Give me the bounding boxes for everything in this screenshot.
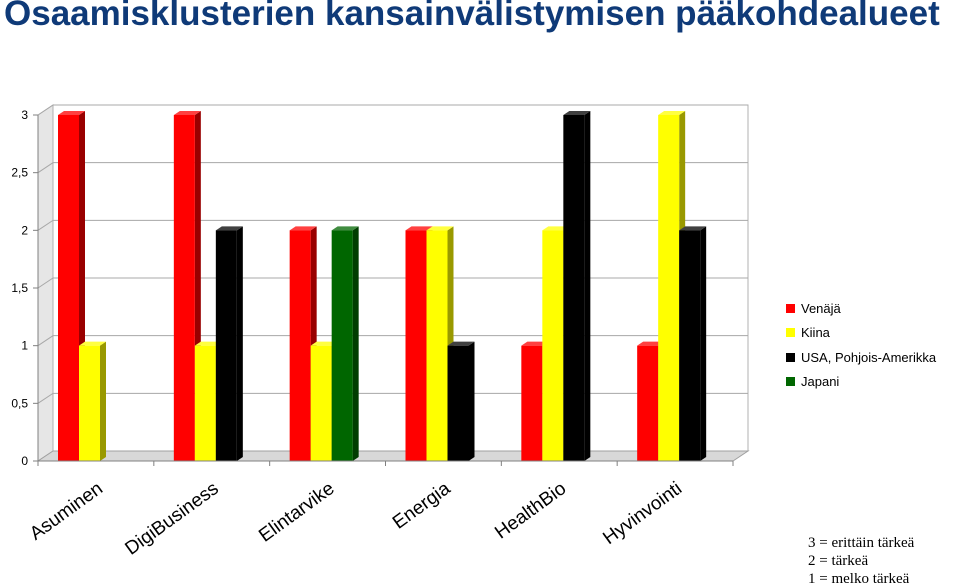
y-tick-label: 0,5 — [11, 396, 28, 410]
bar-top — [310, 341, 338, 346]
scale-note-line: 1 = melko tärkeä — [808, 571, 910, 587]
bar-front — [658, 115, 680, 461]
legend-swatch — [786, 377, 795, 387]
gridline — [37, 162, 748, 174]
bar — [79, 341, 106, 461]
gridline — [37, 219, 748, 231]
bar-top — [289, 226, 317, 231]
bar-front — [194, 345, 216, 461]
x-tick-label: Hyvinvointi — [599, 478, 686, 549]
chart-title: Osaamisklusterien kansainvälistymisen pä… — [4, 0, 940, 33]
scale-note-line: 3 = erittäin tärkeä — [808, 535, 915, 551]
bar-top — [405, 226, 433, 231]
bar-front — [310, 345, 332, 461]
bar-front — [637, 345, 659, 461]
bar-side — [352, 226, 359, 461]
bar — [563, 111, 591, 461]
bar-top — [679, 226, 707, 231]
bar-top — [637, 341, 665, 346]
y-tick-label: 2,5 — [11, 166, 28, 180]
scale-note: 3 = erittäin tärkeä 2 = tärkeä 1 = melko… — [808, 534, 914, 588]
bar-top — [658, 111, 686, 115]
legend-item-venaja: Venäjä — [786, 296, 936, 321]
bar — [679, 226, 707, 461]
bar — [215, 226, 243, 461]
bar-front — [331, 230, 353, 461]
x-tick-label: DigiBusiness — [121, 478, 222, 560]
scale-note-line: 2 = tärkeä — [808, 553, 869, 569]
y-tick-label: 3 — [21, 108, 28, 122]
bar-side — [100, 341, 106, 461]
legend-swatch — [786, 328, 795, 338]
y-tick-label: 1,5 — [11, 281, 28, 295]
y-axis: 0 0,5 1 1,5 2 2,5 3 — [11, 108, 39, 468]
bar — [447, 341, 475, 461]
gridline — [37, 335, 748, 347]
bar-front — [58, 115, 79, 461]
legend-label: Kiina — [801, 325, 830, 341]
gridline — [37, 392, 748, 404]
bar-top — [521, 341, 549, 346]
bars — [58, 111, 707, 461]
bar-side — [468, 341, 475, 461]
gridlines — [37, 104, 748, 404]
bar-front — [563, 115, 585, 461]
x-tick-label: Elintarvike — [255, 478, 338, 547]
bar-top — [79, 341, 106, 346]
bar-top — [58, 111, 85, 115]
bar-top — [215, 226, 243, 231]
legend-item-usa: USA, Pohjois-Amerikka — [786, 345, 936, 370]
bar-front — [173, 115, 195, 461]
x-tick-label: HealthBio — [491, 478, 570, 543]
bar-side — [584, 111, 591, 461]
bar-top — [331, 226, 359, 231]
bar-top — [447, 341, 475, 346]
bar-front — [679, 230, 701, 461]
bar-top — [563, 111, 591, 115]
legend-label: USA, Pohjois-Amerikka — [801, 349, 937, 365]
gridline — [37, 277, 748, 289]
y-tick-label: 2 — [21, 223, 28, 237]
y-tick-label: 1 — [21, 339, 28, 353]
legend-label: Venäjä — [801, 300, 841, 316]
legend-item-kiina: Kiina — [786, 321, 936, 346]
bar-front — [405, 230, 427, 461]
legend-swatch — [786, 303, 795, 313]
legend-item-japani: Japani — [786, 370, 936, 395]
bar-front — [447, 345, 469, 461]
bar-side — [236, 226, 243, 461]
x-axis: Asuminen DigiBusiness Elintarvike Energia He… — [26, 460, 734, 560]
bar-top — [194, 341, 222, 346]
y-tick-label: 0 — [21, 454, 28, 468]
bar-top — [542, 226, 570, 231]
bar-front — [521, 345, 543, 461]
gridline — [37, 104, 748, 116]
legend: Venäjä Kiina USA, Pohjois-Amerikka Japan… — [786, 296, 936, 394]
bar-front — [542, 230, 564, 461]
bar-top — [426, 226, 454, 231]
bar-front — [215, 230, 237, 461]
x-tick-label: Energia — [389, 478, 455, 534]
bar — [331, 226, 359, 461]
x-tick-label: Asuminen — [26, 478, 107, 545]
bar-side — [700, 226, 707, 461]
bar-front — [79, 345, 100, 461]
bar-front — [426, 230, 448, 461]
legend-swatch — [786, 352, 795, 362]
legend-label: Japani — [801, 374, 840, 390]
bar-front — [289, 230, 311, 461]
bar-top — [173, 111, 201, 115]
